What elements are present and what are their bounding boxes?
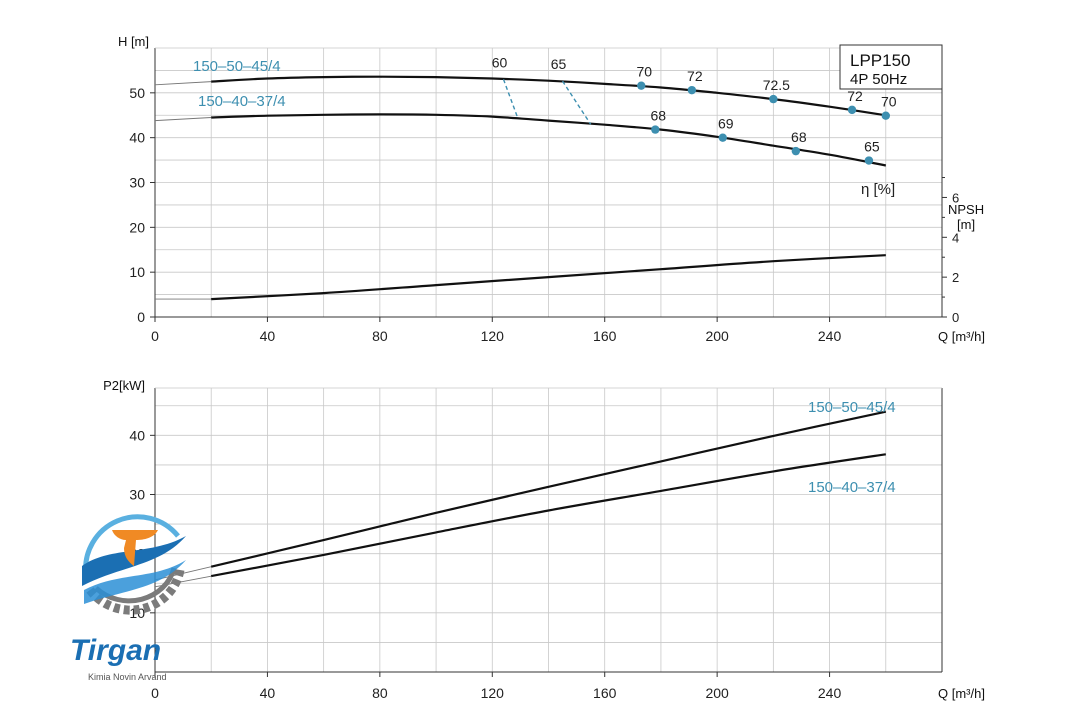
head-curve-150-40-37/4 (211, 113, 887, 167)
x-tick-label: 40 (260, 328, 276, 344)
model-box-frame (839, 44, 943, 90)
efficiency-axis-label: η [%] (861, 181, 895, 198)
y2-axis-unit: [m] (957, 217, 975, 232)
x-tick-label: 200 (705, 328, 729, 344)
logo-tagline-text: Kimia Novin Arvand (88, 672, 167, 682)
efficiency-point (791, 146, 801, 156)
efficiency-point-label: 68 (791, 129, 807, 145)
efficiency-point (637, 81, 646, 90)
efficiency-point-label: 69 (718, 116, 734, 132)
efficiency-point-label: 72 (687, 68, 703, 84)
power-curve-150-40-37/4 (210, 453, 886, 578)
x-tick-label: 160 (593, 328, 617, 344)
tirgan-logo: Tirgan Kimia Novin Arvand (70, 514, 186, 682)
x-tick-label: 80 (372, 685, 388, 701)
y-tick-label: 10 (129, 264, 145, 280)
series-label-150-50-45/4: 150–50–45/4 (808, 399, 896, 416)
efficiency-point-label: 70 (881, 94, 897, 110)
x-axis-label: Q [m³/h] (938, 686, 985, 701)
y-tick-label: 0 (137, 309, 145, 325)
logo-gear-icon (86, 569, 185, 615)
series-label-150-40-37/4: 150–40–37/4 (198, 93, 286, 110)
model-name: LPP150 (850, 51, 911, 70)
efficiency-point (769, 94, 778, 104)
efficiency-point (687, 85, 697, 95)
power-curve-150-50-45/4 (210, 410, 887, 568)
efficiency-point (881, 111, 890, 120)
x-tick-label: 120 (481, 328, 505, 344)
iso-efficiency-label: 65 (551, 56, 567, 72)
x-tick-label: 240 (818, 328, 842, 344)
series-label-150-50-45/4: 150–50–45/4 (193, 58, 281, 75)
efficiency-point (864, 156, 874, 165)
y-tick-label: 20 (129, 219, 145, 235)
logo-wave-icon-2 (84, 560, 186, 604)
series-label-150-40-37/4: 150–40–37/4 (808, 479, 896, 496)
x-tick-label: 0 (151, 328, 159, 344)
logo-t-icon (112, 530, 158, 566)
curve-extension (154, 117, 212, 122)
npsh-curve (211, 254, 886, 301)
y-axis-label: P2[kW] (103, 378, 145, 393)
head-curve-chart: 0 40 80 120 160 200 240 0 10 20 30 40 50 0 2 4 6 H [m] Q [… (118, 34, 985, 344)
x-axis-label: Q [m³/h] (938, 329, 985, 344)
efficiency-point-label: 68 (651, 108, 667, 124)
iso-efficiency-label: 60 (492, 54, 508, 70)
x-tick-label: 40 (260, 685, 276, 701)
y-tick-label: 30 (129, 487, 145, 503)
y2-axis-label: NPSH (948, 202, 984, 217)
model-speed: 4P 50Hz (850, 71, 907, 88)
x-tick-label: 160 (593, 685, 617, 701)
efficiency-point-label: 72 (847, 88, 863, 104)
y2-tick-label: 4 (952, 230, 959, 245)
x-tick-label: 120 (481, 685, 505, 701)
y2-tick-label: 0 (952, 310, 959, 325)
y2-tick-label: 2 (952, 270, 959, 285)
efficiency-point-label: 72.5 (763, 77, 790, 93)
y-tick-label: 30 (129, 175, 145, 191)
curve-extension (154, 81, 212, 86)
x-tick-label: 0 (151, 685, 159, 701)
y2-tick-label: 6 (952, 190, 959, 205)
logo-ring-arc (83, 514, 180, 576)
x-tick-label: 80 (372, 328, 388, 344)
y-tick-label: 50 (129, 85, 145, 101)
efficiency-point-label: 70 (636, 64, 652, 80)
power-curve-chart: 0408012016020024010203040P2[kW]Q [m³/h]1… (103, 378, 985, 701)
iso-efficiency-line (502, 79, 519, 118)
iso-efficiency-line (561, 80, 592, 125)
efficiency-point (847, 105, 857, 115)
x-tick-label: 200 (705, 685, 729, 701)
efficiency-point (718, 133, 727, 142)
efficiency-point (651, 125, 660, 134)
efficiency-point-label: 65 (864, 139, 880, 155)
x-tick-label: 240 (818, 685, 842, 701)
logo-brand-text: Tirgan (70, 634, 161, 667)
y-tick-label: 40 (129, 130, 145, 146)
y-tick-label: 40 (129, 427, 145, 443)
y-axis-label: H [m] (118, 34, 149, 49)
